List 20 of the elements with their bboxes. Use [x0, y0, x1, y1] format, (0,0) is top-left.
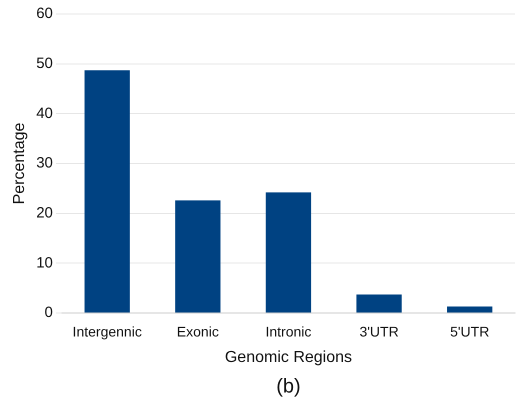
y-tick-label: 40: [36, 104, 53, 122]
bar: [84, 70, 130, 312]
x-tick-label: 5'UTR: [450, 323, 490, 340]
text: (b): [276, 376, 301, 398]
y-tick-label: 0: [44, 304, 53, 322]
y-tick-label: 60: [36, 5, 53, 22]
x-axis-title: Genomic Regions: [224, 348, 352, 366]
x-tick-label: Intronic: [265, 323, 312, 340]
bar: [447, 306, 492, 312]
y-tick-label: 20: [36, 204, 53, 222]
y-tick-label: 30: [36, 154, 53, 172]
y-tick-label: 10: [36, 254, 53, 272]
x-tick-label: Exonic: [176, 323, 219, 340]
y-axis-title: Percentage: [11, 122, 28, 204]
y-tick-label: 50: [36, 54, 53, 72]
bar: [356, 294, 402, 312]
bar: [266, 192, 312, 312]
x-tick-label: 3'UTR: [359, 323, 399, 340]
x-tick-label: Intergennic: [72, 323, 142, 340]
bar: [175, 200, 220, 312]
